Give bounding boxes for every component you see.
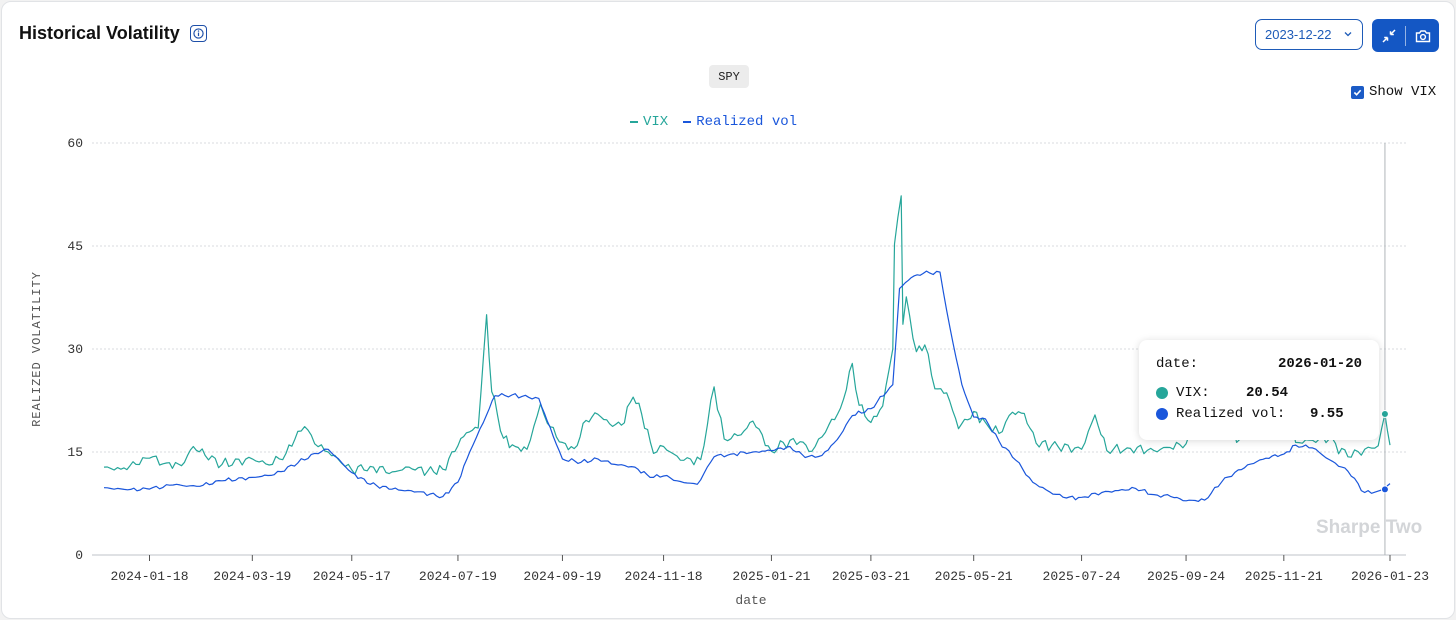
tooltip-row-realized: Realized vol: 9.55 bbox=[1156, 406, 1362, 422]
chart-legend: VIX Realized vol bbox=[630, 114, 812, 130]
show-vix-toggle[interactable]: Show VIX bbox=[1351, 84, 1436, 100]
tooltip-date-row: date: 2026-01-20 bbox=[1156, 356, 1362, 372]
legend-label-vix: VIX bbox=[643, 114, 669, 130]
hover-point-vix bbox=[1380, 409, 1389, 418]
y-tick-label: 45 bbox=[67, 239, 83, 254]
x-tick-label: 2024-07-19 bbox=[419, 569, 497, 584]
hover-point-realized-vol bbox=[1380, 485, 1389, 494]
page-title: Historical Volatility bbox=[19, 23, 180, 43]
x-tick-label: 2025-05-21 bbox=[935, 569, 1013, 584]
legend-label-realized: Realized vol bbox=[696, 114, 798, 130]
tooltip-value-realized: 9.55 bbox=[1310, 406, 1344, 422]
tooltip-label-vix: VIX: bbox=[1176, 385, 1210, 401]
tooltip-date-label: date: bbox=[1156, 356, 1199, 372]
check-icon bbox=[1353, 89, 1362, 96]
collapse-icon bbox=[1381, 28, 1396, 43]
chevron-down-icon bbox=[1344, 32, 1352, 37]
watermark: Sharpe Two bbox=[1316, 517, 1423, 538]
ticker-tag[interactable]: SPY bbox=[709, 65, 749, 88]
x-tick-label: 2025-01-21 bbox=[732, 569, 810, 584]
y-tick-label: 30 bbox=[67, 342, 83, 357]
show-vix-checkbox[interactable] bbox=[1351, 85, 1364, 99]
card-header: Historical Volatility bbox=[19, 23, 207, 44]
y-tick-label: 0 bbox=[75, 548, 83, 563]
tooltip-row-vix: VIX: 20.54 bbox=[1156, 385, 1362, 401]
legend-swatch-realized bbox=[683, 121, 692, 123]
x-tick-label: 2024-03-19 bbox=[213, 569, 291, 584]
info-icon[interactable] bbox=[189, 25, 207, 42]
legend-item-realized[interactable]: Realized vol bbox=[683, 114, 797, 130]
tooltip-date-value: 2026-01-20 bbox=[1277, 356, 1362, 372]
toolbar-button-group bbox=[1372, 19, 1439, 52]
screenshot-button[interactable] bbox=[1406, 19, 1439, 52]
x-tick-label: 2024-05-17 bbox=[313, 569, 391, 584]
tooltip-label-realized: Realized vol: bbox=[1176, 406, 1286, 422]
tooltip-dot-vix bbox=[1156, 387, 1168, 399]
collapse-button[interactable] bbox=[1372, 19, 1405, 52]
date-select[interactable]: 2023-12-22 bbox=[1255, 19, 1363, 50]
y-tick-label: 60 bbox=[67, 136, 83, 151]
x-tick-label: 2025-07-24 bbox=[1043, 569, 1121, 584]
x-tick-label: 2025-11-21 bbox=[1245, 569, 1323, 584]
info-icon-glyph bbox=[193, 28, 204, 39]
y-tick-label: 15 bbox=[67, 445, 83, 460]
x-tick-label: 2024-11-18 bbox=[625, 569, 703, 584]
chart-tooltip: date: 2026-01-20 VIX: 20.54 Realized vol… bbox=[1139, 340, 1379, 440]
x-tick-label: 2025-09-24 bbox=[1147, 569, 1225, 584]
y-axis-label: REALIZED VOLATILITY bbox=[30, 271, 44, 427]
x-tick-label: 2024-01-18 bbox=[110, 569, 188, 584]
show-vix-label: Show VIX bbox=[1369, 84, 1437, 100]
legend-item-vix[interactable]: VIX bbox=[630, 114, 668, 130]
tooltip-dot-realized bbox=[1156, 408, 1168, 420]
x-tick-label: 2026-01-23 bbox=[1351, 569, 1429, 584]
x-tick-label: 2024-09-19 bbox=[523, 569, 601, 584]
legend-swatch-vix bbox=[630, 121, 638, 123]
button-divider bbox=[1405, 25, 1406, 46]
camera-icon bbox=[1415, 29, 1430, 42]
series-line-realized-vol bbox=[103, 270, 1391, 502]
tooltip-value-vix: 20.54 bbox=[1246, 385, 1289, 401]
date-select-value: 2023-12-22 bbox=[1265, 27, 1332, 42]
x-axis-label: date bbox=[735, 593, 766, 608]
x-tick-label: 2025-03-21 bbox=[832, 569, 910, 584]
